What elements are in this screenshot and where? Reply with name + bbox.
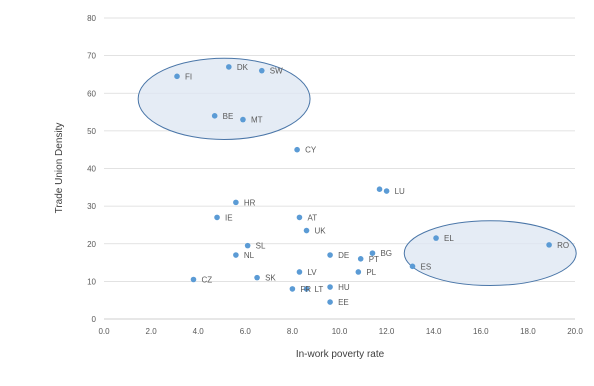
x-tick-label: 6.0 [240,327,252,336]
point-label: CY [305,146,317,155]
y-tick-label: 80 [87,14,96,23]
point-label: EE [338,298,349,307]
point-label: LT [315,285,324,294]
data-point [289,286,296,292]
point-label: LU [395,187,405,196]
point-label: RO [557,241,569,250]
x-tick-label: 10.0 [332,327,348,336]
point-label: IE [225,213,233,222]
data-point [327,252,333,258]
y-tick-label: 40 [87,165,96,174]
data-point [327,299,333,305]
data-point [433,235,439,241]
data-point [296,214,303,221]
point-label: PL [366,268,376,277]
point-label: EL [444,234,454,243]
point-label: SW [270,67,283,76]
data-point [294,146,300,153]
y-tick-label: 10 [87,277,96,286]
highlight-ellipse [403,220,577,287]
point-label: PT [369,255,379,264]
data-point [303,286,310,292]
x-tick-label: 18.0 [520,327,536,336]
x-tick-label: 2.0 [146,327,158,336]
y-tick-label: 30 [87,202,96,211]
data-point [369,250,376,256]
data-point [233,199,239,206]
x-tick-label: 12.0 [379,327,395,336]
point-label: FI [185,72,192,81]
highlight-layer [137,57,577,287]
x-axis-title: In-work poverty rate [296,349,385,360]
highlight-ellipse [137,57,311,141]
point-label: HR [244,198,256,207]
y-axis-title: Trade Union Density [54,123,65,214]
point-label: FR [300,285,311,294]
point-label: NL [244,251,255,260]
data-point [190,276,197,283]
y-tick-label: 70 [87,52,96,61]
y-tick-label: 60 [87,89,96,98]
data-point [174,73,180,80]
y-tick-label: 20 [87,240,96,249]
data-point [214,214,220,221]
data-point [546,242,552,248]
point-label: AT [307,213,317,222]
point-label: BE [223,112,234,121]
data-point [244,242,251,249]
data-point [383,188,390,194]
data-point [327,284,333,290]
data-point [296,269,303,275]
x-tick-label: 14.0 [426,327,442,336]
point-label: DE [338,251,349,260]
data-point [211,113,218,119]
data-point [254,274,260,281]
data-point [240,116,246,123]
grid-layer [104,17,575,282]
point-label: ES [421,262,432,271]
data-point [376,186,383,192]
axis-layer: 0 10 20 30 40 50 60 70 80 0.0 2.0 4.0 6.0 8.0 10.0 12.0… [87,14,583,336]
point-layer [174,64,552,305]
point-label: SK [265,274,276,283]
point-label: HU [338,283,350,292]
data-point [258,67,265,74]
x-tick-label: 4.0 [193,327,205,336]
x-tick-label: 20.0 [567,327,583,336]
point-label: LV [307,268,317,277]
data-point [355,269,362,275]
x-tick-label: 8.0 [287,327,299,336]
y-tick-label: 0 [92,315,97,324]
point-label: MT [251,116,263,125]
y-tick-label: 50 [87,127,96,136]
x-tick-label: 0.0 [98,327,110,336]
point-label: SL [256,242,266,251]
point-label: CZ [201,275,212,284]
point-label: DK [237,63,249,72]
point-label: BG [380,249,392,258]
data-point [233,252,239,258]
data-point [409,263,416,270]
data-point [357,255,364,262]
data-point [226,64,232,70]
data-point [303,227,310,234]
point-label: UK [315,227,327,236]
x-tick-label: 16.0 [473,327,489,336]
